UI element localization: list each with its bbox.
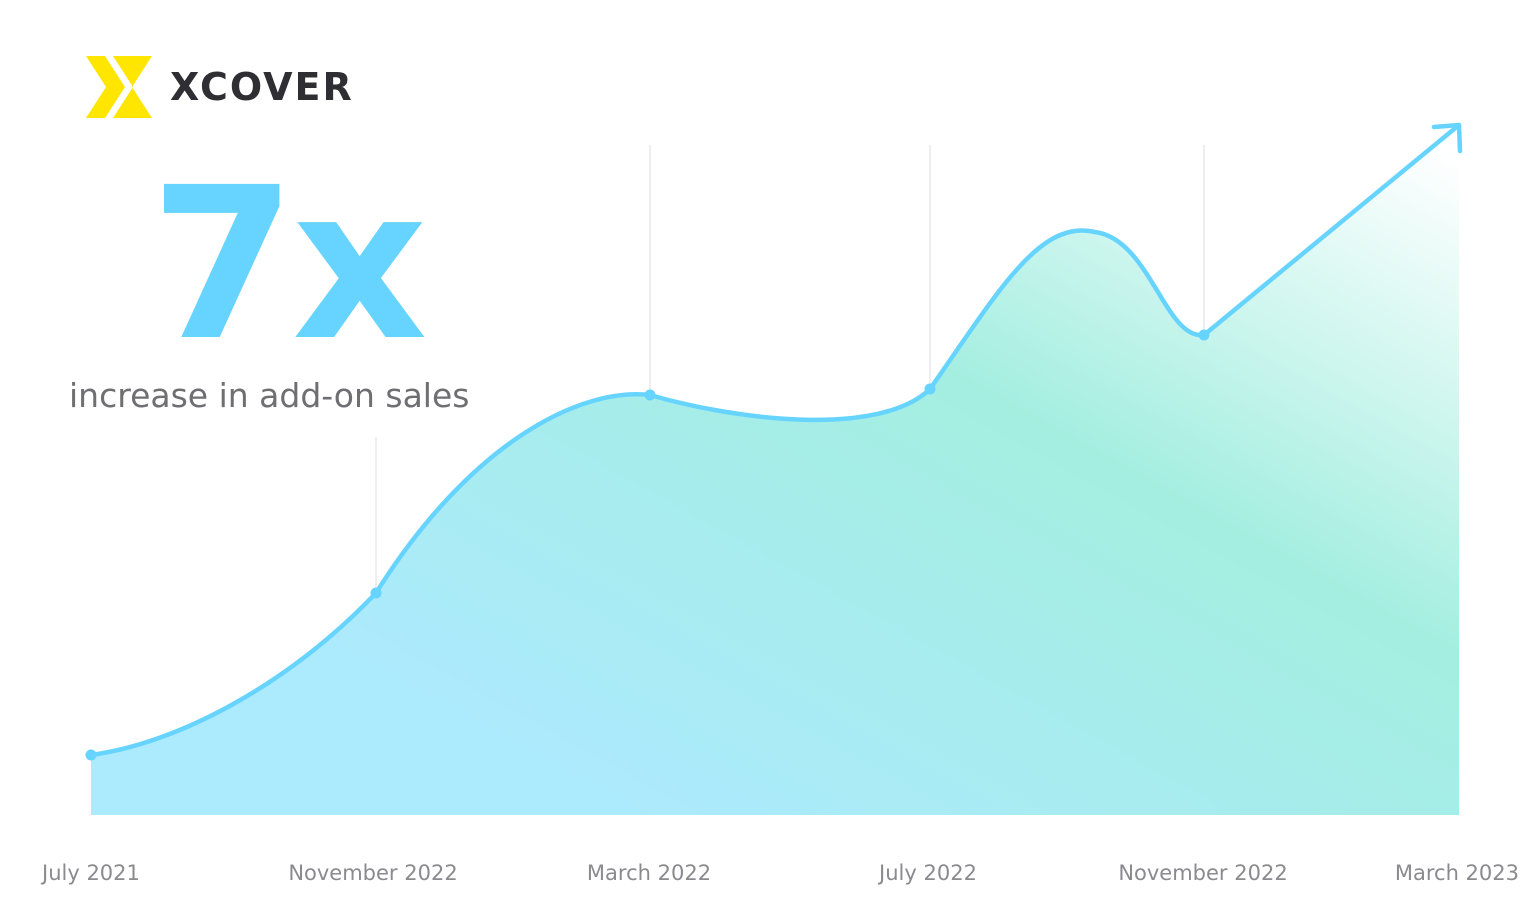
x-tick-label: November 2022 xyxy=(288,861,457,885)
x-tick-label: November 2022 xyxy=(1118,861,1287,885)
area-fill xyxy=(91,125,1459,815)
data-point xyxy=(1198,329,1210,341)
data-point xyxy=(85,749,97,761)
data-point xyxy=(644,389,656,401)
trend-arrow-icon xyxy=(1431,122,1463,154)
brand-logo: XCOVER xyxy=(86,56,354,118)
x-tick-label: July 2021 xyxy=(40,861,140,885)
headline-caption: increase in add-on sales xyxy=(69,376,470,415)
series-line xyxy=(88,122,1462,758)
brand-name: XCOVER xyxy=(170,65,354,109)
x-tick-label: July 2022 xyxy=(877,861,977,885)
x-tick-label: March 2022 xyxy=(587,861,711,885)
x-tick-label: March 2023 xyxy=(1395,861,1519,885)
xcover-x-logo-icon xyxy=(86,56,152,118)
data-points xyxy=(85,329,1210,761)
data-point xyxy=(924,383,936,395)
data-point xyxy=(370,587,382,599)
headline-value: 7x xyxy=(150,142,428,387)
arrow-head-icon xyxy=(1431,122,1463,154)
x-axis-labels: July 2021 November 2022 March 2022 July 202… xyxy=(40,861,1519,885)
